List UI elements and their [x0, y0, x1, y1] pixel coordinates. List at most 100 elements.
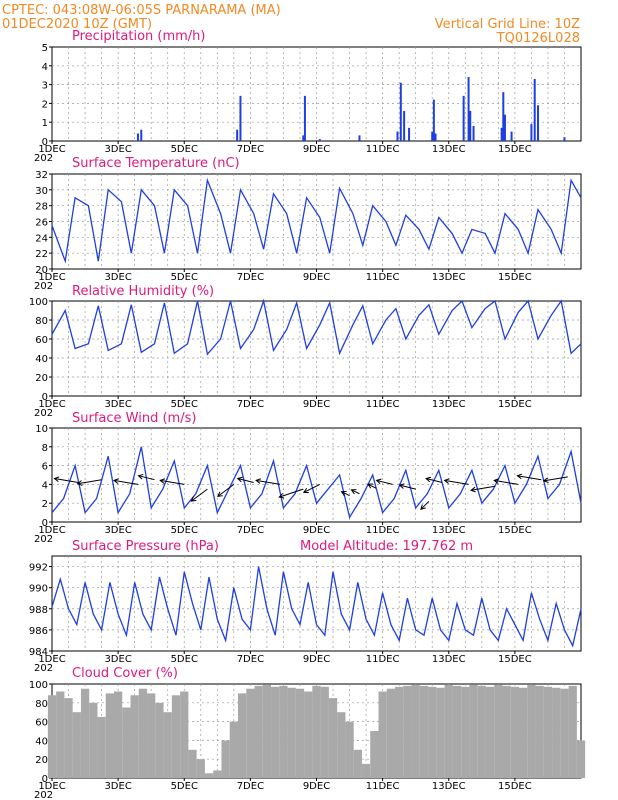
precip-bar	[563, 137, 566, 141]
y-tick-label: 984	[29, 647, 48, 658]
x-tick-label: 13DEC	[432, 654, 466, 665]
cloud-bar	[56, 691, 65, 778]
cloud-bar	[535, 685, 544, 778]
wind-vector-head	[255, 478, 262, 484]
wind-vector	[444, 479, 469, 485]
precip-bar	[431, 131, 434, 141]
wind-vector-head	[443, 478, 450, 484]
precip-bar	[472, 125, 475, 141]
cloud-bar	[213, 770, 222, 778]
cloud-bar	[262, 684, 272, 778]
precip-bar	[467, 77, 470, 141]
x-tick-label: 15DEC	[498, 272, 532, 283]
wind-vector	[113, 479, 139, 485]
panels: 0 1 2 3 4 5 1DEC 3DEC 5DEC 7DEC 9DEC 11DEC 13DEC 15DE…	[29, 29, 586, 800]
wind-vector-head	[340, 490, 347, 497]
wind-vector-head	[302, 488, 309, 494]
precip-bar	[403, 110, 406, 141]
cloud-bar	[477, 685, 486, 778]
precip-bar	[303, 95, 306, 141]
wind-vector-head	[367, 483, 374, 489]
x-tick-label: 7DEC	[237, 144, 264, 155]
y-tick-label: 80	[35, 316, 48, 327]
panel-4: 0 2 4 6 8 10 1DEC 3DEC 5DEC 7DEC 9DEC 11DEC 13DEC 15D…	[34, 411, 582, 545]
cloud-bar	[312, 685, 321, 778]
precip-bar	[358, 135, 361, 141]
cloud-bar	[72, 712, 81, 778]
precip-bar	[530, 124, 533, 141]
cloud-bar	[494, 684, 503, 778]
wind-vector-head	[112, 478, 119, 484]
y-tick-label: 30	[35, 186, 48, 197]
x-tick-label: 5DEC	[171, 781, 198, 792]
panel-5: 984 986 988 990 992 1DEC 3DEC 5DEC 7DEC 9DEC 11DEC…	[29, 539, 582, 674]
precip-bar	[408, 127, 411, 141]
wind-vector-head	[375, 478, 382, 485]
x-tick-label: 11DEC	[366, 654, 400, 665]
cloud-bar	[221, 740, 230, 778]
y-tick-label: 100	[29, 680, 48, 691]
wind-vector-head	[159, 478, 166, 484]
wind-vector-head	[76, 480, 83, 486]
cloud-bar	[89, 702, 98, 778]
cloud-bar	[237, 693, 247, 778]
cloud-bar	[97, 716, 106, 778]
x-tick-label: 9DEC	[303, 525, 330, 536]
y-tick-label: 20	[35, 373, 48, 384]
x-tick-label: 15DEC	[498, 525, 532, 536]
x-tick-label: 3DEC	[104, 654, 131, 665]
x-tick-label: 9DEC	[303, 144, 330, 155]
x-year-label: 202	[34, 408, 53, 419]
panel-6: 0 20 40 60 80 100 1DEC 3DEC 5DEC 7DEC 9DEC 11DEC 13D…	[29, 666, 586, 800]
x-tick-label: 3DEC	[104, 272, 131, 283]
cloud-bar	[370, 731, 379, 778]
x-tick-label: 11DEC	[366, 525, 400, 536]
wind-vector-head	[516, 473, 523, 480]
y-tick-label: 988	[29, 605, 48, 616]
x-tick-label: 3DEC	[104, 525, 131, 536]
y-tick-label: 20	[35, 755, 48, 766]
cloud-bar	[287, 687, 296, 778]
cloud-bar	[378, 691, 387, 778]
x-tick-label: 7DEC	[237, 399, 264, 410]
cloud-bar	[576, 740, 586, 778]
precip-bar	[503, 114, 506, 141]
precip-bar	[136, 133, 139, 141]
y-tick-label: 26	[35, 218, 48, 229]
wind-vector	[351, 489, 360, 495]
wind-vector	[470, 485, 496, 491]
wind-vector	[367, 483, 377, 489]
cloud-bar	[295, 688, 305, 778]
precip-bar	[236, 129, 239, 141]
wind-vector-head	[217, 491, 223, 498]
cloud-bar	[502, 685, 511, 778]
cloud-bar	[105, 693, 114, 778]
wind-vector	[494, 479, 519, 485]
cloud-bar	[196, 759, 205, 778]
cloud-bar	[568, 685, 577, 778]
y-tick-label: 3	[42, 81, 48, 92]
y-tick-label: 0	[42, 518, 48, 529]
x-tick-label: 11DEC	[366, 399, 400, 410]
precip-bar	[239, 95, 242, 141]
x-year-label: 202	[34, 281, 53, 292]
panel-annotation: Model Altitude: 197.762 m	[300, 539, 473, 554]
cloud-bar	[328, 698, 338, 778]
y-tick-label: 100	[29, 297, 48, 308]
y-tick-label: 8	[42, 443, 48, 454]
wind-vector-head	[350, 489, 357, 495]
precip-bar	[396, 131, 399, 141]
cloud-bar	[428, 686, 437, 778]
y-tick-label: 2	[42, 99, 48, 110]
precip-bar	[318, 139, 321, 141]
y-tick-label: 80	[35, 699, 48, 710]
x-tick-label: 5DEC	[171, 399, 198, 410]
cloud-bar	[122, 707, 131, 778]
y-tick-label: 20	[35, 265, 48, 276]
header: CPTEC: 043:08W-06:05S PARNARAMA (MA) 01D…	[2, 3, 580, 46]
x-tick-label: 13DEC	[432, 781, 466, 792]
precip-bar	[510, 131, 513, 141]
precip-bar	[533, 78, 536, 141]
cloud-bar	[386, 688, 396, 778]
